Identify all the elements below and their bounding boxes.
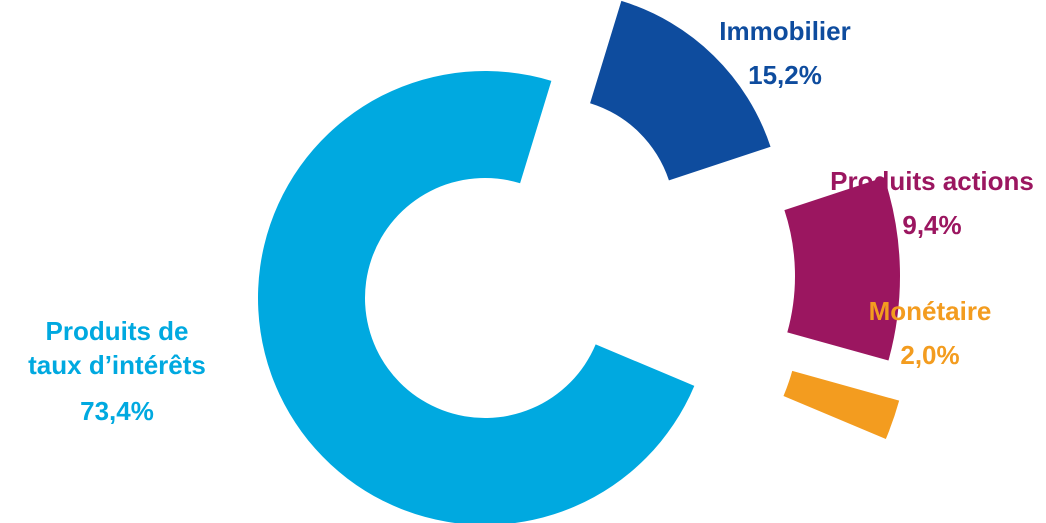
chart-labels: Immobilier 15,2% Produits actions 9,4% Monét…	[28, 16, 1034, 426]
slice-value-produits-de-taux-d-interets: 73,4%	[80, 396, 154, 426]
chart-slices	[257, 0, 901, 523]
slice-label-immobilier: Immobilier	[719, 16, 850, 46]
slice-value-monetaire: 2,0%	[900, 340, 959, 370]
slice-monetaire	[783, 370, 900, 439]
slice-value-produits-actions: 9,4%	[902, 210, 961, 240]
slice-produits-de-taux-d-interets	[257, 71, 695, 523]
slice-immobilier	[590, 0, 771, 181]
slice-label-produits-de-taux-d-interets-line-1: Produits de	[45, 316, 188, 346]
slice-produits-actions	[784, 177, 901, 361]
slice-label-produits-actions: Produits actions	[830, 166, 1034, 196]
slice-label-produits-de-taux-d-interets-line-2: taux d’intérêts	[28, 350, 206, 380]
slice-value-immobilier: 15,2%	[748, 60, 822, 90]
slice-label-monetaire: Monétaire	[869, 296, 992, 326]
